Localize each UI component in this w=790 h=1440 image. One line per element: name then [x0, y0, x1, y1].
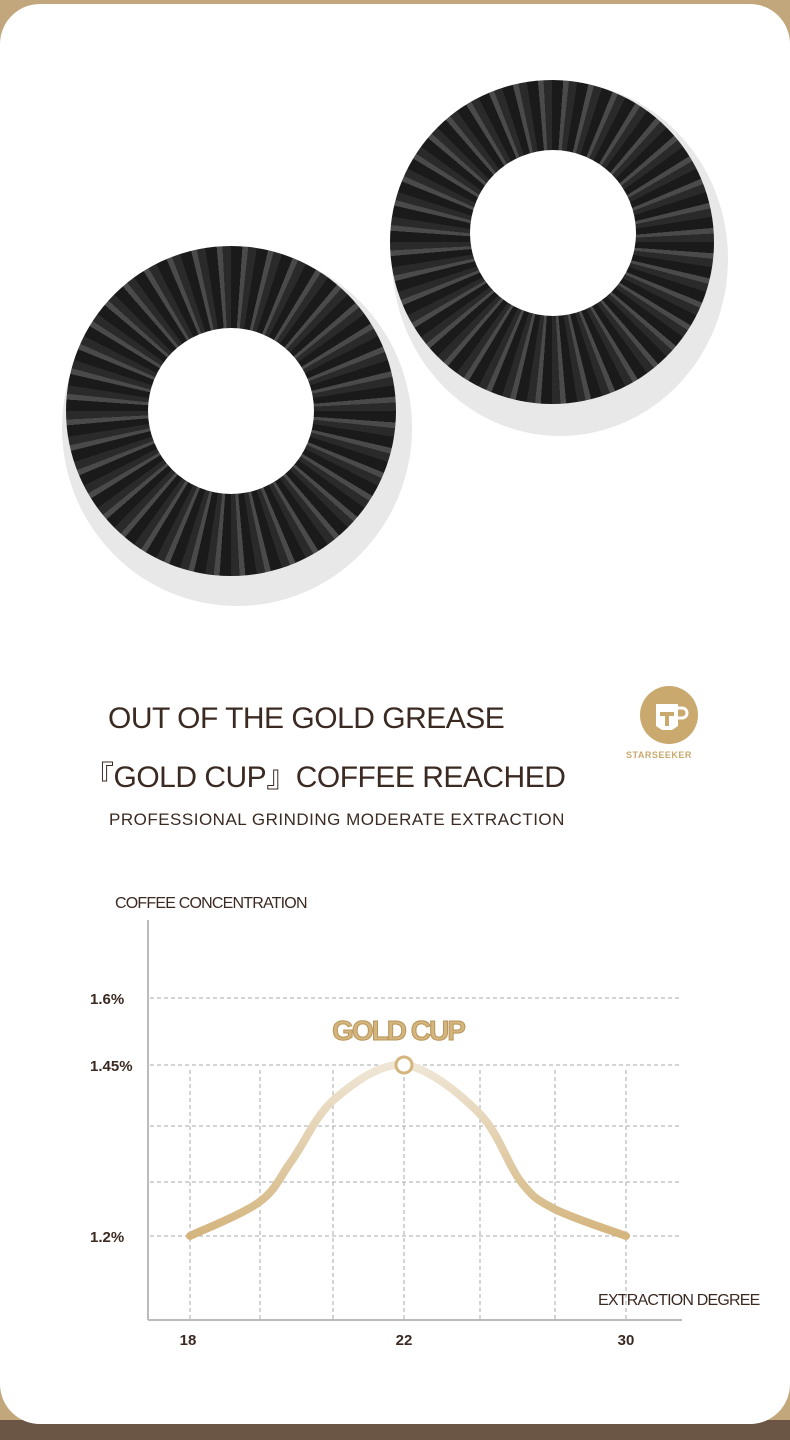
- logo-text: STARSEEKER: [626, 750, 692, 760]
- x-tick-label: 30: [618, 1332, 635, 1349]
- x-tick-label: 22: [396, 1332, 413, 1349]
- heading-line-1: OUT OF THE GOLD GREASE: [108, 702, 505, 735]
- x-tick-label: 18: [180, 1332, 197, 1349]
- concentration-curve: [186, 1060, 630, 1240]
- starseeker-logo-icon: [640, 686, 698, 744]
- y-tick-label: 1.6%: [90, 991, 124, 1008]
- burr-disc-left: [66, 246, 396, 576]
- subtitle: PROFESSIONAL GRINDING MODERATE EXTRACTIO…: [109, 810, 565, 829]
- burr-disc-right: [390, 80, 714, 404]
- y-tick-label: 1.2%: [90, 1229, 124, 1246]
- product-card: OUT OF THE GOLD GREASE 『GOLD CUP』COFFEE …: [0, 4, 790, 1424]
- y-tick-label: 1.45%: [90, 1058, 133, 1075]
- gold-cup-annotation: GOLD CUP: [332, 1015, 465, 1046]
- gold-cup-peak-marker: [394, 1055, 414, 1075]
- y-axis-label: COFFEE CONCENTRATION: [115, 895, 307, 912]
- x-axis-label: EXTRACTION DEGREE: [598, 1292, 760, 1309]
- heading-line-2: 『GOLD CUP』COFFEE REACHED: [84, 761, 566, 794]
